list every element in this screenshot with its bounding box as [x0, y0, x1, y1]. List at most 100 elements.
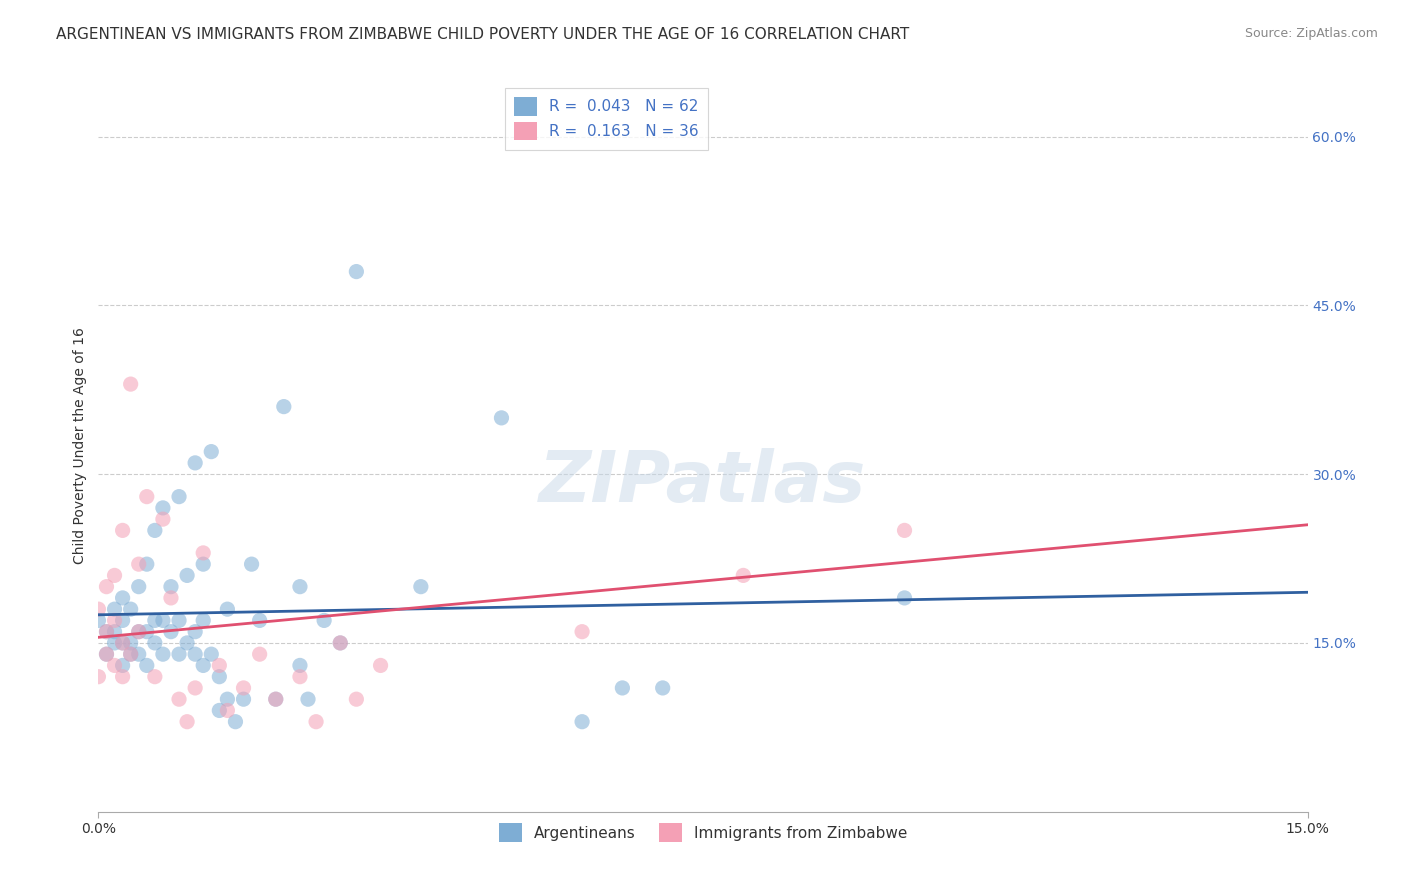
Point: [184, 681, 207, 695]
Point: [96, 647, 118, 661]
Point: [240, 557, 263, 571]
Point: [176, 636, 198, 650]
Point: [249, 614, 271, 628]
Point: [160, 580, 183, 594]
Point: [103, 568, 125, 582]
Point: [111, 670, 134, 684]
Point: [152, 512, 174, 526]
Point: [208, 703, 231, 717]
Point: [111, 524, 134, 538]
Point: [491, 410, 513, 425]
Point: [176, 714, 198, 729]
Point: [893, 591, 915, 605]
Point: [193, 658, 215, 673]
Point: [571, 624, 593, 639]
Point: [152, 500, 174, 515]
Y-axis label: Child Poverty Under the Age of 16: Child Poverty Under the Age of 16: [73, 327, 87, 565]
Point: [184, 624, 207, 639]
Point: [128, 624, 150, 639]
Point: [329, 636, 352, 650]
Point: [288, 580, 311, 594]
Point: [217, 703, 239, 717]
Point: [217, 692, 239, 706]
Point: [120, 647, 142, 661]
Point: [288, 658, 311, 673]
Point: [184, 647, 207, 661]
Point: [128, 580, 150, 594]
Point: [103, 624, 125, 639]
Point: [232, 681, 254, 695]
Point: [87, 670, 110, 684]
Text: Source: ZipAtlas.com: Source: ZipAtlas.com: [1244, 27, 1378, 40]
Point: [200, 444, 222, 458]
Point: [651, 681, 673, 695]
Point: [111, 636, 134, 650]
Point: [152, 647, 174, 661]
Point: [135, 658, 157, 673]
Text: ZIPatlas: ZIPatlas: [540, 448, 866, 517]
Point: [273, 400, 295, 414]
Point: [128, 647, 150, 661]
Point: [167, 490, 190, 504]
Point: [87, 602, 110, 616]
Point: [120, 602, 142, 616]
Point: [103, 614, 125, 628]
Point: [96, 624, 118, 639]
Point: [329, 636, 352, 650]
Point: [733, 568, 755, 582]
Point: [128, 557, 150, 571]
Point: [176, 568, 198, 582]
Point: [612, 681, 634, 695]
Point: [224, 714, 246, 729]
Point: [120, 647, 142, 661]
Point: [305, 714, 328, 729]
Point: [893, 524, 915, 538]
Point: [264, 692, 287, 706]
Point: [571, 714, 593, 729]
Point: [160, 591, 183, 605]
Point: [193, 546, 215, 560]
Point: [297, 692, 319, 706]
Point: [120, 377, 142, 392]
Point: [344, 264, 367, 278]
Point: [120, 636, 142, 650]
Point: [111, 614, 134, 628]
Point: [143, 636, 166, 650]
Point: [128, 624, 150, 639]
Point: [103, 602, 125, 616]
Legend: Argentineans, Immigrants from Zimbabwe: Argentineans, Immigrants from Zimbabwe: [492, 817, 914, 848]
Point: [264, 692, 287, 706]
Point: [96, 647, 118, 661]
Point: [314, 614, 336, 628]
Point: [370, 658, 392, 673]
Point: [184, 456, 207, 470]
Point: [193, 557, 215, 571]
Point: [200, 647, 222, 661]
Text: ARGENTINEAN VS IMMIGRANTS FROM ZIMBABWE CHILD POVERTY UNDER THE AGE OF 16 CORREL: ARGENTINEAN VS IMMIGRANTS FROM ZIMBABWE …: [56, 27, 910, 42]
Point: [193, 614, 215, 628]
Point: [208, 670, 231, 684]
Point: [143, 524, 166, 538]
Point: [167, 692, 190, 706]
Point: [87, 614, 110, 628]
Point: [143, 670, 166, 684]
Point: [103, 636, 125, 650]
Point: [232, 692, 254, 706]
Point: [167, 614, 190, 628]
Point: [135, 490, 157, 504]
Point: [96, 624, 118, 639]
Point: [96, 580, 118, 594]
Point: [135, 557, 157, 571]
Point: [111, 658, 134, 673]
Point: [135, 624, 157, 639]
Point: [103, 658, 125, 673]
Point: [344, 692, 367, 706]
Point: [160, 624, 183, 639]
Point: [111, 636, 134, 650]
Point: [167, 647, 190, 661]
Point: [288, 670, 311, 684]
Point: [143, 614, 166, 628]
Point: [152, 614, 174, 628]
Point: [217, 602, 239, 616]
Point: [208, 658, 231, 673]
